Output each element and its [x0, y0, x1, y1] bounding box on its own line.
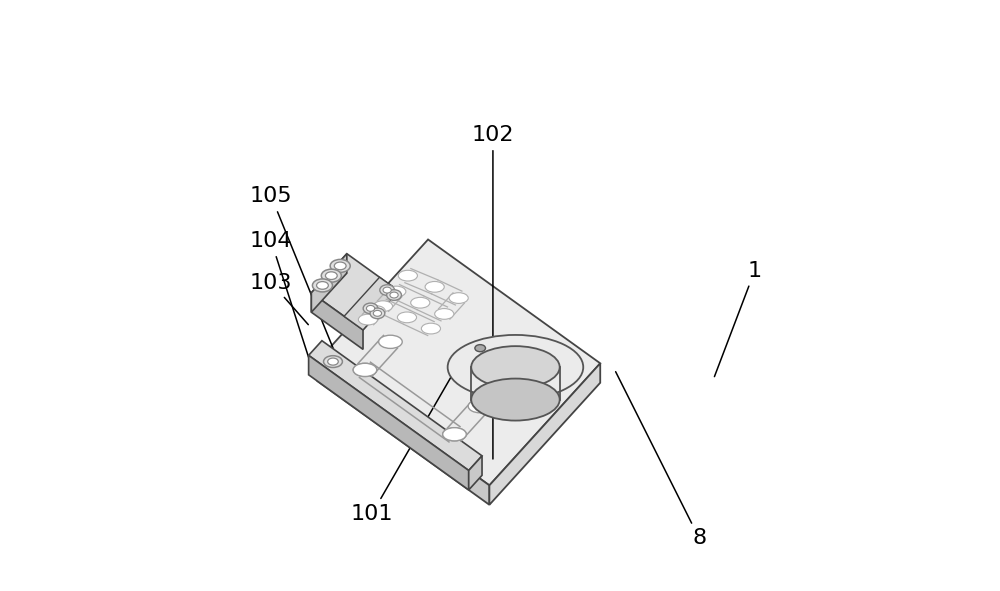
Text: 8: 8 [616, 372, 706, 548]
Ellipse shape [324, 356, 342, 368]
Ellipse shape [421, 323, 441, 334]
Ellipse shape [387, 290, 401, 300]
Polygon shape [317, 239, 600, 485]
Ellipse shape [449, 293, 468, 303]
Polygon shape [469, 456, 482, 490]
Ellipse shape [443, 428, 466, 441]
Ellipse shape [468, 400, 492, 413]
Text: 105: 105 [250, 186, 357, 408]
Ellipse shape [370, 308, 385, 319]
Text: 103: 103 [250, 272, 308, 324]
Ellipse shape [328, 358, 338, 365]
Ellipse shape [366, 306, 375, 311]
Polygon shape [344, 277, 398, 330]
Ellipse shape [435, 309, 454, 319]
Ellipse shape [471, 346, 560, 388]
Ellipse shape [475, 345, 485, 352]
Text: 102: 102 [472, 125, 514, 459]
Polygon shape [311, 254, 398, 330]
Polygon shape [311, 293, 363, 349]
Ellipse shape [353, 363, 377, 376]
Ellipse shape [325, 272, 337, 280]
Text: 1: 1 [714, 261, 762, 376]
Ellipse shape [358, 314, 378, 325]
Ellipse shape [448, 335, 583, 400]
Ellipse shape [373, 310, 382, 316]
Ellipse shape [387, 286, 406, 297]
Polygon shape [309, 340, 482, 470]
Ellipse shape [380, 285, 395, 296]
Ellipse shape [425, 281, 444, 292]
Ellipse shape [373, 301, 393, 311]
Polygon shape [311, 254, 347, 312]
Ellipse shape [411, 297, 430, 308]
Ellipse shape [353, 363, 377, 376]
Ellipse shape [366, 306, 385, 316]
Polygon shape [489, 363, 600, 505]
Ellipse shape [330, 259, 350, 272]
Ellipse shape [390, 292, 398, 298]
Ellipse shape [379, 335, 402, 349]
Ellipse shape [312, 279, 332, 292]
Polygon shape [309, 355, 469, 490]
Text: 101: 101 [351, 361, 460, 524]
Ellipse shape [334, 262, 346, 269]
Text: 104: 104 [250, 231, 309, 359]
Ellipse shape [317, 281, 328, 289]
Ellipse shape [398, 270, 417, 281]
Ellipse shape [471, 379, 560, 421]
Ellipse shape [321, 269, 341, 282]
Ellipse shape [397, 312, 417, 323]
Polygon shape [317, 362, 489, 505]
Ellipse shape [443, 428, 466, 441]
Ellipse shape [383, 287, 391, 293]
Ellipse shape [363, 303, 378, 314]
